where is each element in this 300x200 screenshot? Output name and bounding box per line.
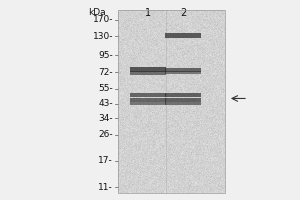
Bar [165, 71, 201, 74]
Text: 130-: 130- [92, 32, 113, 41]
Text: 2: 2 [180, 8, 186, 18]
Text: 43-: 43- [98, 99, 113, 108]
Text: kDa: kDa [88, 8, 106, 17]
Text: 34-: 34- [98, 114, 113, 123]
Text: 11-: 11- [98, 183, 113, 192]
Bar [130, 93, 166, 97]
Text: 55-: 55- [98, 84, 113, 93]
Bar [130, 102, 166, 105]
Text: 1: 1 [145, 8, 151, 18]
Bar [130, 67, 166, 72]
Bar [165, 102, 201, 105]
Text: 26-: 26- [98, 130, 113, 139]
Text: 17-: 17- [98, 156, 113, 165]
Bar [165, 33, 201, 38]
Text: 95-: 95- [98, 51, 113, 60]
Bar [165, 68, 201, 72]
Bar [165, 98, 201, 102]
Bar [130, 98, 166, 102]
Bar [118, 10, 225, 193]
Text: 170-: 170- [92, 15, 113, 24]
Bar [130, 71, 166, 75]
Bar [165, 93, 201, 97]
Text: 72-: 72- [98, 68, 113, 77]
